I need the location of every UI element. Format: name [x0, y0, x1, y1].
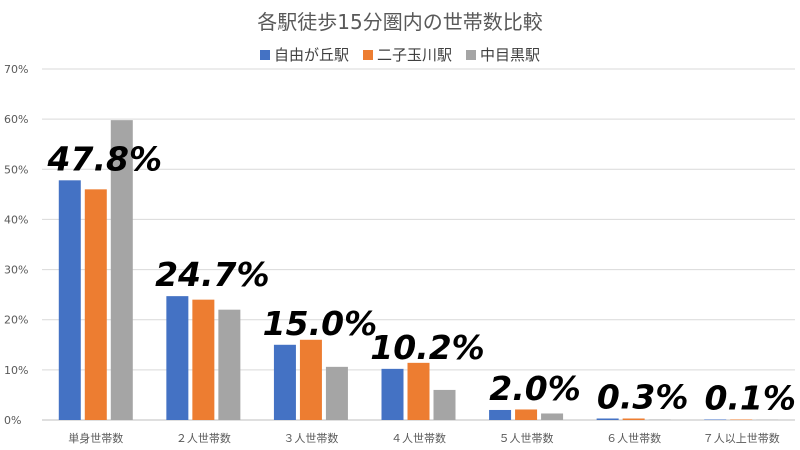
bar-5-1: [622, 418, 645, 420]
legend-label-2: 中目黒駅: [480, 46, 541, 64]
bar-1-0: [166, 296, 189, 420]
bar-1-1: [192, 299, 215, 420]
legend-item-0: 自由が丘駅: [259, 44, 349, 65]
bar-3-0: [381, 368, 404, 420]
bar-4-0: [489, 409, 512, 420]
category-label-5: ６人世帯数: [606, 432, 661, 445]
y-tick-label-5: 50%: [4, 163, 28, 176]
category-label-4: ５人世帯数: [499, 432, 554, 445]
legend: 自由が丘駅 二子玉川駅 中目黒駅: [0, 44, 800, 65]
legend-item-2: 中目黒駅: [466, 44, 540, 65]
y-tick-label-4: 40%: [4, 213, 28, 226]
y-tick-label-6: 60%: [4, 113, 28, 126]
y-tick-label-0: 0%: [4, 414, 21, 427]
data-label-4: 2.0%: [489, 369, 581, 408]
legend-swatch-2: [466, 49, 476, 60]
legend-swatch-1: [362, 49, 373, 60]
bar-3-1: [407, 362, 430, 420]
category-label-6: ７人以上世帯数: [703, 432, 780, 445]
data-label-5: 0.3%: [597, 377, 689, 416]
y-tick-label-7: 70%: [4, 63, 28, 76]
y-tick-label-2: 20%: [4, 314, 28, 327]
bar-3-2: [433, 389, 456, 420]
bar-5-0: [596, 418, 619, 420]
bar-2-1: [299, 339, 322, 420]
legend-label-0: 自由が丘駅: [273, 46, 349, 64]
data-label-1: 24.7%: [155, 255, 270, 294]
bar-0-2: [110, 120, 133, 420]
data-label-6: 0.1%: [704, 378, 796, 417]
bar-5-2: [648, 419, 671, 420]
y-tick-label-1: 10%: [4, 364, 28, 377]
bar-2-2: [325, 366, 348, 420]
category-label-0: 単身世帯数: [68, 431, 123, 445]
chart-title: 各駅徒歩15分圏内の世帯数比較: [257, 10, 543, 34]
bar-0-1: [84, 189, 107, 420]
bar-6-0: [704, 419, 727, 420]
legend-swatch-0: [259, 49, 270, 60]
bar-4-1: [515, 409, 538, 420]
legend-label-1: 二子玉川駅: [376, 46, 452, 64]
bar-6-1: [730, 419, 753, 420]
data-label-0: 47.8%: [47, 139, 163, 178]
category-label-1: ２人世帯数: [176, 432, 231, 445]
legend-item-1: 二子玉川駅: [362, 44, 452, 65]
category-label-3: ４人世帯数: [391, 432, 446, 445]
category-label-2: ３人世帯数: [283, 432, 338, 445]
bar-0-0: [58, 180, 81, 420]
data-label-3: 10.2%: [370, 328, 485, 367]
bar-1-2: [218, 309, 241, 420]
data-label-2: 15.0%: [263, 304, 378, 343]
bar-4-2: [541, 413, 564, 420]
bar-2-0: [273, 344, 296, 420]
y-tick-label-3: 30%: [4, 264, 28, 277]
